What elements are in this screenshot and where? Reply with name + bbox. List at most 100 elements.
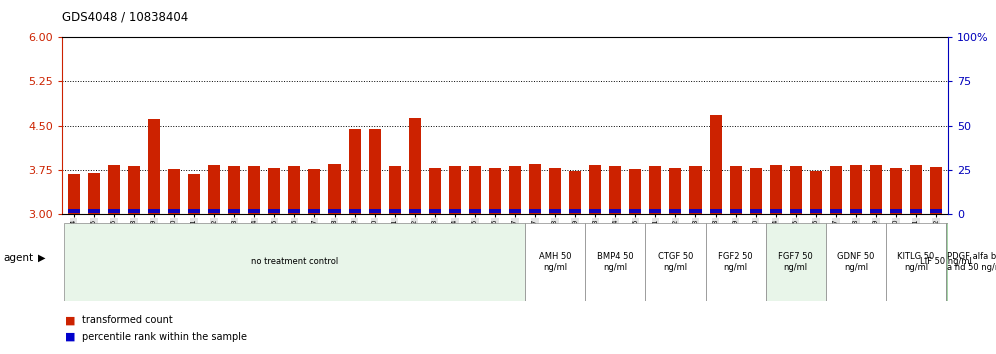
Bar (289, 209, 301, 213)
Bar (810, 209, 822, 213)
Text: ■: ■ (65, 315, 76, 325)
Bar (890, 209, 902, 213)
Bar (750, 209, 762, 213)
Bar (709, 209, 721, 213)
Bar (127, 166, 140, 214)
Text: percentile rank within the sample: percentile rank within the sample (82, 332, 247, 342)
Text: GDNF 50
ng/ml: GDNF 50 ng/ml (838, 252, 874, 272)
Text: agent: agent (3, 253, 33, 263)
Bar (610, 166, 622, 214)
Bar (289, 166, 301, 214)
Bar (910, 209, 922, 213)
Bar (428, 209, 441, 213)
Bar (610, 209, 622, 213)
Text: FGF2 50
ng/ml: FGF2 50 ng/ml (718, 252, 753, 272)
Bar (208, 209, 220, 213)
Bar (790, 166, 802, 214)
Bar (689, 209, 701, 213)
Bar (689, 166, 701, 214)
Bar (529, 209, 541, 213)
Bar (930, 167, 942, 214)
Bar (910, 165, 922, 214)
Bar (590, 209, 602, 213)
Bar (248, 166, 260, 214)
Bar (349, 209, 361, 213)
Text: PDGF alfa bet
a hd 50 ng/ml: PDGF alfa bet a hd 50 ng/ml (947, 252, 996, 272)
Text: KITLG 50
ng/ml: KITLG 50 ng/ml (897, 252, 934, 272)
Bar (669, 209, 681, 213)
Bar (569, 171, 582, 214)
Bar (629, 169, 641, 214)
Bar (469, 209, 481, 213)
Bar (629, 209, 641, 213)
Bar (830, 166, 842, 214)
Bar (586, 223, 645, 301)
Bar (649, 166, 661, 214)
Text: AMH 50
ng/ml: AMH 50 ng/ml (539, 252, 572, 272)
Bar (705, 223, 766, 301)
Bar (188, 209, 200, 213)
Bar (349, 129, 361, 214)
Bar (830, 209, 842, 213)
Bar (68, 174, 80, 214)
Bar (168, 169, 180, 214)
Bar (750, 167, 762, 214)
Bar (329, 164, 341, 214)
Bar (449, 209, 461, 213)
Bar (509, 166, 521, 214)
Text: BMP4 50
ng/ml: BMP4 50 ng/ml (597, 252, 633, 272)
Bar (730, 209, 742, 213)
Bar (268, 209, 280, 213)
Bar (369, 129, 380, 214)
Bar (64, 223, 525, 301)
Bar (770, 209, 782, 213)
Text: CTGF 50
ng/ml: CTGF 50 ng/ml (657, 252, 693, 272)
Bar (489, 209, 501, 213)
Bar (946, 223, 996, 301)
Bar (850, 165, 862, 214)
Bar (329, 209, 341, 213)
Bar (890, 167, 902, 214)
Bar (108, 165, 120, 214)
Bar (127, 209, 140, 213)
Bar (449, 166, 461, 214)
Bar (770, 165, 782, 214)
Text: ▶: ▶ (38, 253, 46, 263)
Bar (248, 209, 260, 213)
Bar (886, 223, 946, 301)
Bar (709, 115, 721, 214)
Bar (489, 167, 501, 214)
Bar (188, 174, 200, 214)
Bar (549, 167, 561, 214)
Bar (790, 209, 802, 213)
Bar (870, 165, 882, 214)
Bar (870, 209, 882, 213)
Bar (645, 223, 705, 301)
Bar (228, 209, 240, 213)
Text: GDS4048 / 10838404: GDS4048 / 10838404 (62, 11, 188, 24)
Bar (309, 209, 321, 213)
Bar (228, 166, 240, 214)
Bar (148, 119, 160, 214)
Bar (509, 209, 521, 213)
Bar (309, 169, 321, 214)
Bar (369, 209, 380, 213)
Bar (850, 209, 862, 213)
Bar (649, 209, 661, 213)
Text: ■: ■ (65, 332, 76, 342)
Bar (408, 209, 420, 213)
Bar (525, 223, 586, 301)
Bar (826, 223, 886, 301)
Bar (88, 209, 100, 213)
Bar (529, 164, 541, 214)
Bar (168, 209, 180, 213)
Bar (108, 209, 120, 213)
Bar (810, 171, 822, 214)
Bar (148, 209, 160, 213)
Bar (268, 167, 280, 214)
Bar (388, 209, 400, 213)
Text: FGF7 50
ng/ml: FGF7 50 ng/ml (779, 252, 813, 272)
Bar (590, 165, 602, 214)
Bar (930, 209, 942, 213)
Bar (388, 166, 400, 214)
